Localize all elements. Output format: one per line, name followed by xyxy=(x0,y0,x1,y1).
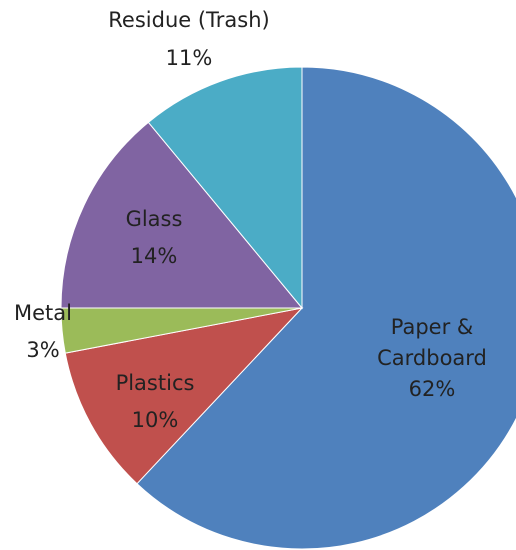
pie-slice-paper-cardboard xyxy=(136,66,516,550)
data-label-name: Paper & xyxy=(391,315,474,339)
data-label-plastics: Plastics 10% xyxy=(116,371,195,432)
data-label-percent: 11% xyxy=(166,46,213,70)
data-label-name: Glass xyxy=(126,207,183,231)
pie-slice-glass xyxy=(60,121,304,309)
data-label-name: Cardboard xyxy=(377,346,487,370)
data-label-metal: Metal 3% xyxy=(14,301,72,362)
data-label-residue-trash: Residue (Trash) 11% xyxy=(108,8,269,70)
pie-labels: Paper & Cardboard 62% Plastics 10% Metal 3% Gla… xyxy=(14,8,487,432)
data-label-glass: Glass 14% xyxy=(126,207,183,268)
data-label-name: Plastics xyxy=(116,371,195,395)
data-label-name: Metal xyxy=(14,301,72,325)
data-label-percent: 3% xyxy=(26,338,59,362)
data-label-percent: 62% xyxy=(409,377,456,401)
data-label-percent: 10% xyxy=(132,408,179,432)
pie-slices xyxy=(60,66,516,550)
data-label-paper-cardboard: Paper & Cardboard 62% xyxy=(377,315,487,401)
data-label-name: Residue (Trash) xyxy=(108,8,269,32)
pie-slice-plastics xyxy=(64,307,304,485)
pie-slice-residue-trash xyxy=(147,66,303,310)
data-label-percent: 14% xyxy=(131,244,178,268)
